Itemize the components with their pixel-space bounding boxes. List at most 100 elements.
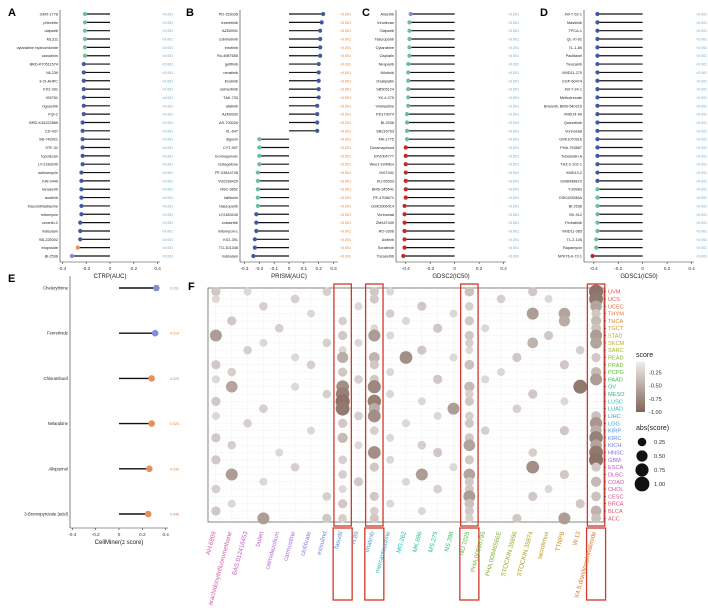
bubble-point <box>354 375 363 384</box>
bubble-point <box>225 380 238 393</box>
p-value-label: <0.001 <box>162 196 173 200</box>
drug-label: salinomycin <box>38 171 58 175</box>
bubble-point <box>386 499 395 508</box>
cancer-axis-label: LUAD <box>608 407 623 413</box>
lollipop-dot <box>315 120 320 125</box>
bubble-point <box>528 491 538 502</box>
bubble-point <box>463 468 476 481</box>
bubble-point <box>415 468 428 481</box>
drug-label: BI-2536 <box>45 255 58 259</box>
p-value-label: <0.001 <box>340 255 351 259</box>
lollipop-dot <box>595 145 600 150</box>
bubble-point <box>464 418 474 428</box>
legend-score-tick: -0.50 <box>649 384 662 390</box>
lollipop-dot <box>78 237 83 242</box>
lollipop-dot <box>407 36 412 42</box>
drug-label: 3-Cl-AHPC <box>39 79 58 83</box>
bubble-point <box>354 302 363 311</box>
lollipop-dot <box>595 220 600 225</box>
p-value-label: <0.001 <box>162 88 173 92</box>
drug-label: KU-55933 <box>377 179 394 183</box>
bubble-point <box>322 492 332 501</box>
p-value-label: <0.001 <box>508 138 519 142</box>
lollipop-dot <box>595 170 600 175</box>
lollipop-dot <box>153 284 160 292</box>
bubble-point <box>591 462 601 472</box>
x-tick-label: -0.4 <box>402 266 410 271</box>
lollipop-dot <box>407 20 412 25</box>
highlight-label-box <box>332 527 353 601</box>
p-value-label: <0.001 <box>508 171 519 175</box>
drug-axis-label: carmustine <box>282 530 297 562</box>
lollipop-dot <box>403 195 408 200</box>
drug-label: TPCA-1 <box>568 29 582 33</box>
x-tick-label: -0.2 <box>614 266 622 271</box>
bubble-point <box>464 477 474 487</box>
bubble-point <box>447 402 460 415</box>
drug-label: mitomycin <box>41 213 58 217</box>
legend-score-tick: -0.75 <box>649 397 662 403</box>
lollipop-dot <box>69 253 75 259</box>
p-value-label: <0.001 <box>340 63 351 67</box>
drug-label: THZ-2-102-1 <box>560 163 582 167</box>
bubble-point <box>368 352 380 363</box>
drug-label: trametinib <box>221 21 238 25</box>
p-value-label: <0.001 <box>340 113 351 117</box>
x-tick-label: 0.2 <box>139 532 146 537</box>
p-value-label: <0.001 <box>162 246 173 250</box>
bubble-point <box>433 323 443 333</box>
p-value-label: <0.001 <box>696 54 707 58</box>
drug-label: SB216763 <box>376 129 394 133</box>
p-value-label: <0.001 <box>508 154 519 158</box>
x-tick-label: -0.4 <box>68 532 76 537</box>
p-value-label: <0.001 <box>340 221 351 225</box>
lollipop-dot <box>255 195 260 200</box>
drug-label: GSK2606414 <box>371 204 394 208</box>
p-value-label: <0.001 <box>508 188 519 192</box>
panel-letter: B <box>186 7 194 19</box>
bubble-point <box>464 506 474 516</box>
x-tick-label: 0.1 <box>301 266 308 271</box>
drug-label: Alisertib <box>380 13 394 17</box>
p-value-label: <0.001 <box>508 88 519 92</box>
lollipop-dot <box>402 212 407 217</box>
bubble-point <box>433 484 442 494</box>
x-tick-label: -0.1 <box>270 266 278 271</box>
panel-f: FAH.6809arachidonyltrifluoromethaneBAS.0… <box>188 281 669 606</box>
lollipop-dot <box>80 145 85 150</box>
bubble-point <box>496 294 506 304</box>
bubble-point <box>559 425 569 436</box>
cancer-axis-label: KIRC <box>608 436 621 442</box>
lollipop-dot <box>316 78 321 83</box>
lollipop-dot <box>595 228 600 234</box>
lollipop-dot <box>319 20 324 25</box>
drug-label: gefitinib <box>225 63 238 67</box>
lollipop-dot <box>82 20 88 25</box>
p-value-label: <0.001 <box>162 71 173 75</box>
p-value-label: <0.001 <box>340 188 351 192</box>
bubble-point <box>275 448 284 457</box>
bubble-point <box>322 389 332 399</box>
p-value-label: <0.001 <box>696 246 707 250</box>
p-value-label: 0.046 <box>170 513 179 517</box>
p-value-label: <0.001 <box>340 196 351 200</box>
drug-label: PHA-793887 <box>560 146 582 150</box>
lollipop-dot <box>316 87 321 92</box>
p-value-label: <0.001 <box>340 38 351 42</box>
bubble-point <box>449 463 458 472</box>
x-tick-label: 0.2 <box>131 266 138 271</box>
bubble-point <box>464 455 474 465</box>
x-tick-label: 0 <box>288 266 291 271</box>
lollipop-dot <box>595 36 600 42</box>
drug-label: CYT-997 <box>223 146 238 150</box>
drug-label: Rapamycin <box>563 246 582 250</box>
drug-label: ceranib-2 <box>42 221 58 225</box>
lollipop-dot <box>78 220 83 225</box>
bubble-point <box>464 316 474 326</box>
x-axis-title: PRISM(AUC) <box>271 274 307 280</box>
p-value-label: <0.001 <box>340 129 351 133</box>
lollipop-dot <box>318 45 323 50</box>
drug-label: SB-743921 <box>39 138 58 142</box>
bubble-point <box>337 432 348 444</box>
bubble-point <box>338 367 348 377</box>
